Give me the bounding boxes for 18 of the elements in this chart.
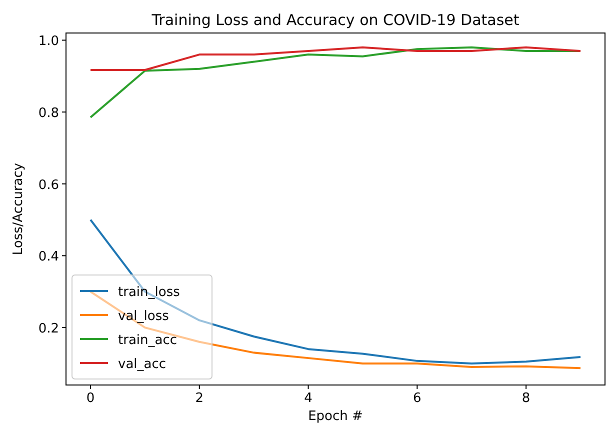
y-axis-title: Loss/Accuracy [11, 162, 26, 256]
y-tick-label: 0.8 [38, 106, 59, 122]
x-axis-title: Epoch # [308, 409, 363, 424]
x-tick-label: 6 [413, 391, 422, 406]
x-tick-label: 2 [195, 391, 204, 406]
chart-title: Training Loss and Accuracy on COVID-19 Dataset [150, 11, 520, 29]
y-tick-label: 0.4 [38, 250, 59, 265]
legend-label: train_acc [118, 333, 178, 348]
y-tick-label: 1.0 [38, 34, 59, 50]
line-series [90, 46, 582, 71]
legend-label: val_acc [118, 357, 166, 372]
legend-label: val_loss [118, 309, 170, 324]
x-tick-label: 8 [522, 391, 530, 406]
legend-label: train_loss [118, 285, 180, 300]
x-tick-label: 4 [304, 391, 312, 406]
x-tick-label: 0 [86, 391, 95, 406]
y-tick-label: 0.6 [38, 178, 59, 193]
y-tick-label: 0.2 [38, 322, 59, 337]
